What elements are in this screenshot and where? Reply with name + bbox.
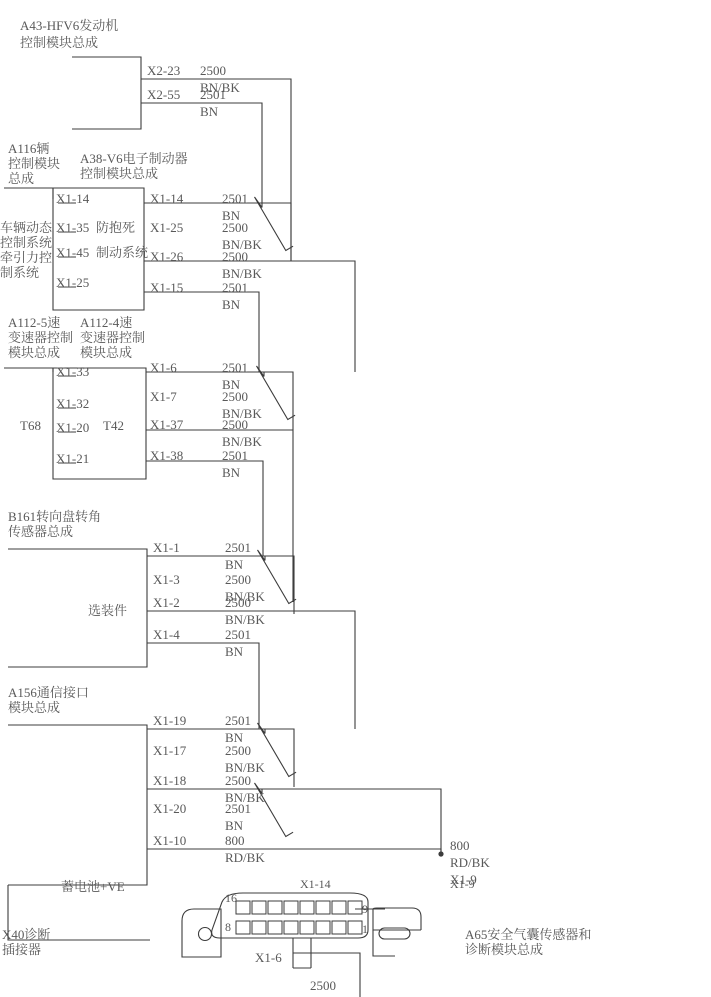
svg-text:X1-25: X1-25 [56, 275, 89, 290]
svg-text:X1-3: X1-3 [153, 572, 180, 587]
svg-text:2500: 2500 [225, 743, 251, 758]
svg-text:总成: 总成 [8, 171, 34, 186]
svg-text:2501: 2501 [222, 280, 248, 295]
svg-text:X1-26: X1-26 [150, 249, 184, 264]
svg-text:制动系统: 制动系统 [96, 245, 148, 260]
svg-text:2501: 2501 [225, 627, 251, 642]
svg-text:X1-4: X1-4 [153, 627, 180, 642]
svg-text:X1-21: X1-21 [56, 451, 89, 466]
svg-text:1: 1 [362, 922, 368, 936]
svg-text:X40诊断: X40诊断 [2, 927, 50, 942]
svg-text:BN: BN [200, 104, 219, 119]
svg-text:8: 8 [225, 920, 231, 934]
svg-text:2500: 2500 [225, 595, 251, 610]
svg-text:控制系统: 控制系统 [0, 235, 52, 250]
svg-text:X1-17: X1-17 [153, 743, 187, 758]
svg-text:X1-15: X1-15 [150, 280, 183, 295]
svg-text:传感器总成: 传感器总成 [8, 524, 73, 539]
svg-text:2500: 2500 [222, 220, 248, 235]
svg-text:2500: 2500 [225, 773, 251, 788]
svg-text:A112-5速: A112-5速 [8, 315, 60, 330]
svg-text:X1-19: X1-19 [153, 713, 186, 728]
svg-text:BN: BN [222, 297, 241, 312]
svg-text:B161转向盘转角: B161转向盘转角 [8, 509, 101, 524]
svg-text:X1-2: X1-2 [153, 595, 180, 610]
svg-text:车辆动态: 车辆动态 [0, 220, 53, 235]
svg-text:控制模块总成: 控制模块总成 [20, 35, 98, 50]
svg-text:X1-35: X1-35 [56, 220, 89, 235]
svg-text:X1-7: X1-7 [150, 389, 177, 404]
svg-text:BN/BK: BN/BK [222, 266, 262, 281]
svg-text:A38-V6电子制动器: A38-V6电子制动器 [80, 151, 188, 166]
svg-text:变速器控制: 变速器控制 [80, 330, 145, 345]
svg-text:X1-32: X1-32 [56, 396, 89, 411]
svg-text:2500: 2500 [222, 417, 248, 432]
svg-text:X1-20: X1-20 [153, 801, 186, 816]
svg-text:X1-9: X1-9 [450, 877, 475, 891]
svg-text:BN: BN [222, 465, 241, 480]
svg-text:RD/BK: RD/BK [450, 855, 490, 870]
svg-text:模块总成: 模块总成 [80, 345, 132, 360]
svg-text:变速器控制: 变速器控制 [8, 330, 73, 345]
svg-text:X1-14: X1-14 [56, 191, 90, 206]
svg-text:A156通信接口: A156通信接口 [8, 685, 89, 700]
svg-text:BN/BK: BN/BK [225, 612, 265, 627]
svg-text:控制模块总成: 控制模块总成 [80, 166, 158, 181]
svg-text:2500: 2500 [310, 978, 336, 993]
svg-text:BN: BN [225, 818, 244, 833]
svg-text:T68: T68 [20, 418, 41, 433]
svg-text:诊断模块总成: 诊断模块总成 [465, 942, 543, 957]
svg-text:X1-20: X1-20 [56, 420, 89, 435]
svg-text:X1-37: X1-37 [150, 417, 184, 432]
svg-text:X1-45: X1-45 [56, 245, 89, 260]
svg-text:2500: 2500 [222, 389, 248, 404]
svg-text:800: 800 [450, 838, 470, 853]
svg-text:蓄电池+VE: 蓄电池+VE [61, 879, 125, 894]
svg-text:X1-14: X1-14 [300, 877, 331, 891]
svg-text:A65安全气囊传感器和: A65安全气囊传感器和 [465, 927, 591, 942]
svg-text:2501: 2501 [200, 87, 226, 102]
svg-text:X1-6: X1-6 [150, 360, 177, 375]
svg-text:模块总成: 模块总成 [8, 700, 60, 715]
svg-text:2501: 2501 [225, 801, 251, 816]
svg-text:9: 9 [362, 902, 368, 916]
svg-text:X2-55: X2-55 [147, 87, 180, 102]
svg-text:BN: BN [225, 557, 244, 572]
svg-text:X1-10: X1-10 [153, 833, 186, 848]
svg-text:X1-38: X1-38 [150, 448, 183, 463]
svg-text:X1-14: X1-14 [150, 191, 184, 206]
svg-text:2500: 2500 [225, 572, 251, 587]
svg-text:防抱死: 防抱死 [96, 220, 135, 235]
svg-text:A116辆: A116辆 [8, 141, 49, 156]
svg-text:2500: 2500 [222, 249, 248, 264]
svg-text:2501: 2501 [222, 360, 248, 375]
svg-text:X1-6: X1-6 [255, 950, 282, 965]
svg-text:插接器: 插接器 [2, 942, 41, 957]
svg-text:X1-25: X1-25 [150, 220, 183, 235]
svg-text:BN: BN [225, 644, 244, 659]
svg-text:T42: T42 [103, 418, 124, 433]
svg-text:X2-23: X2-23 [147, 63, 180, 78]
svg-text:牵引力控: 牵引力控 [0, 250, 52, 265]
svg-text:800: 800 [225, 833, 245, 848]
svg-text:X1-33: X1-33 [56, 364, 89, 379]
svg-text:2501: 2501 [225, 540, 251, 555]
svg-text:BN/BK: BN/BK [222, 434, 262, 449]
svg-text:A112-4速: A112-4速 [80, 315, 132, 330]
svg-text:模块总成: 模块总成 [8, 345, 60, 360]
svg-text:2501: 2501 [225, 713, 251, 728]
svg-text:2501: 2501 [222, 448, 248, 463]
svg-text:16: 16 [225, 891, 237, 905]
svg-text:制系统: 制系统 [0, 265, 39, 280]
svg-text:X1-1: X1-1 [153, 540, 180, 555]
svg-text:RD/BK: RD/BK [225, 850, 265, 865]
svg-text:控制模块: 控制模块 [8, 156, 60, 171]
svg-text:选装件: 选装件 [88, 603, 127, 618]
svg-text:2500: 2500 [200, 63, 226, 78]
svg-text:A43-HFV6发动机: A43-HFV6发动机 [20, 18, 118, 33]
svg-text:2501: 2501 [222, 191, 248, 206]
svg-text:X1-18: X1-18 [153, 773, 186, 788]
